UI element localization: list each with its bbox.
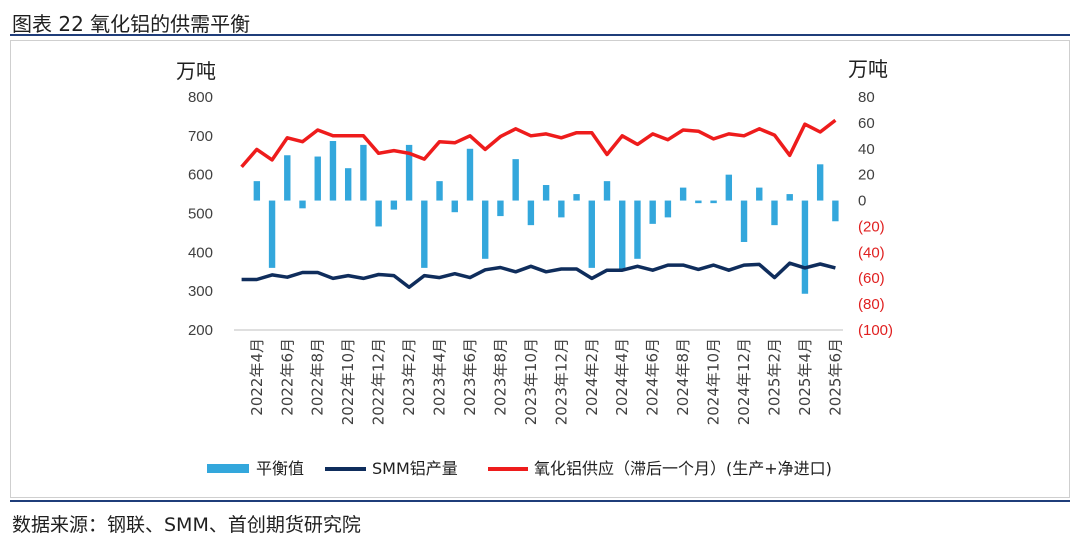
balance-bar <box>451 200 458 213</box>
balance-bar <box>497 200 504 217</box>
x-tick-label: 2023年4月 <box>431 338 449 416</box>
title-bar: 图表 22 氧化铝的供需平衡 <box>10 6 1070 36</box>
right-tick-label: 20 <box>858 167 875 184</box>
balance-bar <box>466 148 474 201</box>
chart-title: 图表 22 氧化铝的供需平衡 <box>12 12 251 36</box>
x-tick-label: 2023年12月 <box>552 338 570 425</box>
balance-bar <box>360 144 367 201</box>
x-tick-label: 2023年8月 <box>491 338 509 416</box>
x-tick-label: 2024年4月 <box>613 338 631 416</box>
x-tick-label: 2024年8月 <box>674 338 692 416</box>
right-tick-label: (60) <box>858 270 885 287</box>
right-tick-label: (40) <box>858 244 885 261</box>
right-axis-unit: 万吨 <box>848 57 888 81</box>
x-tick-label: 2025年4月 <box>796 338 814 416</box>
left-tick-label: 600 <box>188 167 213 184</box>
left-tick-label: 700 <box>188 128 213 145</box>
right-tick-label: 80 <box>858 89 875 106</box>
right-tick-label: (100) <box>858 322 893 339</box>
balance-bar <box>329 141 337 201</box>
x-tick-label: 2022年10月 <box>339 338 357 425</box>
balance-bar <box>588 200 595 268</box>
balance-bar <box>482 200 489 259</box>
balance-bar <box>512 159 519 201</box>
balance-bar <box>603 181 611 201</box>
balance-bar <box>710 200 717 204</box>
balance-bar <box>634 200 641 259</box>
balance-bar <box>573 194 580 201</box>
legend-bar-swatch <box>207 464 249 473</box>
balance-bar <box>314 156 321 201</box>
x-tick-label: 2023年10月 <box>522 338 540 425</box>
balance-bar <box>344 168 352 201</box>
balance-bar <box>527 200 535 226</box>
x-tick-label: 2024年6月 <box>644 338 662 416</box>
balance-bar <box>695 200 702 204</box>
x-tick-label: 2022年8月 <box>309 338 327 416</box>
x-tick-label: 2022年4月 <box>248 338 266 416</box>
legend-production-label: SMM铝产量 <box>372 459 458 478</box>
legend-bar-label: 平衡值 <box>256 459 304 478</box>
balance-bar <box>390 200 398 210</box>
left-tick-label: 500 <box>188 206 213 223</box>
right-tick-label: (20) <box>858 218 885 235</box>
plot-frame <box>10 40 1070 498</box>
right-tick-label: 60 <box>858 115 875 132</box>
balance-bar <box>801 200 809 294</box>
balance-bar <box>725 174 733 201</box>
left-tick-label: 800 <box>188 89 213 106</box>
source-bar: 数据来源：钢联、SMM、首创期货研究院 <box>10 500 1070 536</box>
x-tick-label: 2023年2月 <box>400 338 418 416</box>
balance-bar <box>756 187 763 201</box>
balance-bar <box>740 200 748 242</box>
x-tick-label: 2025年2月 <box>765 338 783 416</box>
balance-bar <box>664 200 672 218</box>
balance-bar <box>375 200 382 227</box>
balance-bar <box>816 164 824 201</box>
x-tick-label: 2022年12月 <box>370 338 388 425</box>
x-tick-label: 2024年10月 <box>705 338 723 425</box>
x-tick-label: 2025年6月 <box>826 338 844 416</box>
balance-bar <box>268 200 276 268</box>
supply-line <box>240 118 837 169</box>
left-axis-unit: 万吨 <box>176 59 216 83</box>
left-tick-label: 200 <box>188 322 213 339</box>
legend-supply-label: 氧化铝供应（滞后一个月）(生产+净进口) <box>534 459 832 478</box>
balance-bar <box>299 200 306 209</box>
x-tick-label: 2024年12月 <box>735 338 753 425</box>
x-tick-label: 2022年6月 <box>278 338 296 416</box>
balance-bar <box>771 200 778 226</box>
balance-bar <box>558 200 565 218</box>
x-tick-label: 2024年2月 <box>583 338 601 416</box>
right-tick-label: (80) <box>858 296 885 313</box>
source-note: 数据来源：钢联、SMM、首创期货研究院 <box>12 514 361 536</box>
right-tick-label: 0 <box>858 193 866 210</box>
production-line <box>241 261 836 290</box>
balance-bar <box>253 181 261 201</box>
balance-bar <box>832 200 839 222</box>
left-tick-label: 300 <box>188 283 213 300</box>
balance-bar <box>436 181 443 201</box>
balance-bar <box>649 200 656 224</box>
balance-bar <box>619 200 626 270</box>
balance-bar <box>679 187 687 201</box>
balance-bar <box>284 155 291 201</box>
balance-bar <box>421 200 428 268</box>
x-tick-label: 2023年6月 <box>461 338 479 416</box>
right-tick-label: 40 <box>858 141 875 158</box>
balance-bar <box>405 144 413 201</box>
left-tick-label: 400 <box>188 244 213 261</box>
balance-bar <box>786 194 793 201</box>
balance-bar <box>542 185 550 201</box>
